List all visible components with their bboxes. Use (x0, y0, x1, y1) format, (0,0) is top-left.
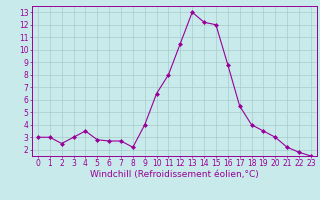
X-axis label: Windchill (Refroidissement éolien,°C): Windchill (Refroidissement éolien,°C) (90, 170, 259, 179)
